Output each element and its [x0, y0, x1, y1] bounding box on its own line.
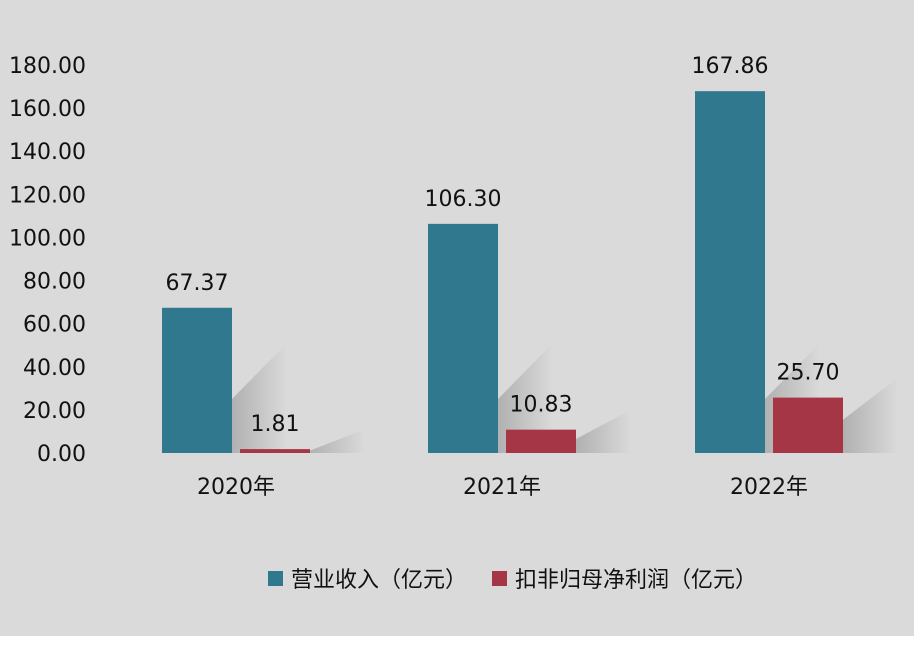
- x-tick-label: 2021年: [463, 475, 541, 500]
- y-tick-label: 0.00: [37, 442, 86, 467]
- bar-revenue-2: [428, 223, 498, 453]
- legend: 营业收入（亿元） 扣非归母净利润（亿元）: [268, 568, 757, 593]
- bar-net-profit-1: [240, 449, 310, 453]
- legend-swatch: [268, 571, 283, 586]
- bar-shadow: [310, 429, 365, 453]
- y-tick-label: 40.00: [23, 356, 86, 381]
- y-tick-label: 160.00: [9, 97, 86, 122]
- bar-shadow: [843, 377, 898, 453]
- bar-revenue-3: [695, 91, 765, 453]
- x-tick-label: 2022年: [730, 475, 808, 500]
- bar-shadow: [498, 343, 553, 453]
- bar-net-profit-3: [773, 397, 843, 453]
- y-tick-label: 180.00: [9, 54, 86, 79]
- y-tick-label: 60.00: [23, 313, 86, 338]
- data-label: 106.30: [425, 187, 502, 212]
- data-label: 167.86: [692, 54, 769, 79]
- y-tick-label: 20.00: [23, 399, 86, 424]
- bar-shadow: [232, 343, 287, 453]
- data-label: 10.83: [510, 393, 573, 418]
- y-tick-label: 120.00: [9, 183, 86, 208]
- y-tick-label: 100.00: [9, 226, 86, 251]
- data-label: 67.37: [166, 271, 229, 296]
- y-tick-label: 80.00: [23, 270, 86, 295]
- legend-swatch: [492, 571, 507, 586]
- legend-label: 扣非归母净利润（亿元）: [515, 568, 757, 593]
- bar-net-profit-2: [506, 429, 576, 453]
- data-label: 25.70: [777, 361, 840, 386]
- x-tick-label: 2020年: [197, 475, 275, 500]
- y-tick-label: 140.00: [9, 140, 86, 165]
- bar-revenue-1: [162, 307, 232, 453]
- legend-label: 营业收入（亿元）: [291, 568, 467, 593]
- data-label: 1.81: [251, 412, 300, 437]
- bar-shadow: [576, 409, 631, 453]
